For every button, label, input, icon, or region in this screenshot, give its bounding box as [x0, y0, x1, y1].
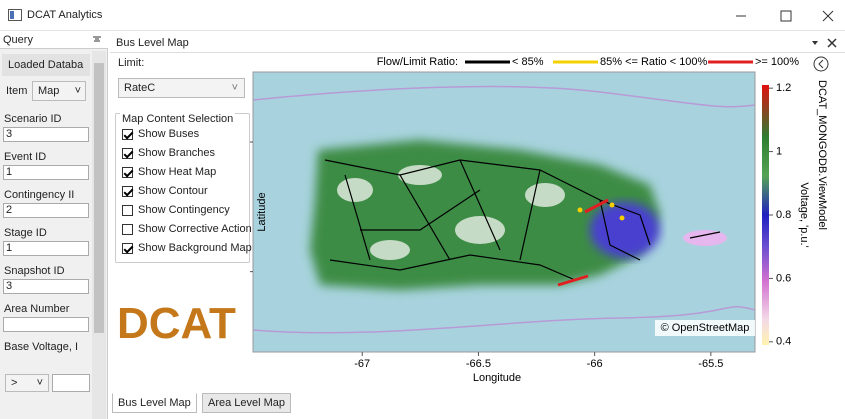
- option-label: Show Corrective Action: [138, 223, 252, 235]
- item-combo[interactable]: Map ˅: [32, 81, 86, 101]
- base-voltage-input[interactable]: [52, 374, 90, 392]
- checkbox-option[interactable]: Show Buses: [122, 128, 199, 142]
- map-chart: © OpenStreetMap DCAT_MONGODB.ViewModel V…: [250, 56, 829, 384]
- collapse-icon: [818, 59, 824, 69]
- field-value: 3: [6, 280, 13, 292]
- panel-header: Bus Level Map: [110, 31, 845, 53]
- legend-label: 85% <= Ratio < 100%: [600, 56, 708, 68]
- checkbox: [122, 205, 133, 216]
- title-bar: DCAT Analytics: [0, 0, 845, 31]
- field-input[interactable]: 1: [3, 241, 89, 256]
- query-panel: Query Loaded Databa Item Map ˅ > ˅ Scenari…: [0, 31, 108, 419]
- checkbox: [122, 186, 133, 197]
- side-label: DCAT_MONGODB.ViewModel: [816, 80, 828, 230]
- item-value: Map: [38, 85, 60, 97]
- buses: [577, 202, 625, 221]
- checkbox: [122, 243, 133, 254]
- tab[interactable]: Area Level Map: [202, 393, 292, 413]
- logo: DCAT: [117, 299, 236, 348]
- field-input[interactable]: 2: [3, 203, 89, 218]
- panel-title: Query: [3, 34, 33, 46]
- x-tick-label: -65.5: [698, 358, 723, 370]
- checkbox-option[interactable]: Show Contour: [122, 185, 208, 199]
- field-label: Area Number: [4, 303, 70, 315]
- colorbar-tick-label: 0.4: [776, 336, 791, 348]
- scrollbar[interactable]: [92, 51, 106, 419]
- field-label: Base Voltage, I: [4, 341, 78, 353]
- pin-icon[interactable]: [92, 35, 102, 45]
- x-tick-label: -66: [587, 358, 603, 370]
- attribution: © OpenStreetMap: [661, 322, 750, 334]
- field-input[interactable]: [3, 317, 89, 332]
- colorbar-tick-label: 0.8: [776, 209, 791, 221]
- legend-title: Flow/Limit Ratio:: [377, 56, 458, 68]
- colorbar-tick-label: 0.6: [776, 272, 791, 284]
- loaded-label: Loaded Databa: [2, 54, 90, 76]
- checkbox-option[interactable]: Show Heat Map: [122, 166, 216, 180]
- operator-combo[interactable]: > ˅: [5, 374, 49, 392]
- limit-combo[interactable]: RateC ˅: [118, 78, 245, 98]
- option-label: Show Contingency: [138, 204, 230, 216]
- low-voltage-area: [590, 202, 660, 258]
- colorbar-tick-label: 1: [776, 145, 782, 157]
- field-value: 3: [6, 128, 13, 140]
- group-title: Map Content Selection: [120, 113, 236, 125]
- checkbox-option[interactable]: Show Branches: [122, 147, 215, 161]
- collapse-button[interactable]: [813, 56, 829, 72]
- window-controls[interactable]: [730, 6, 840, 26]
- terrain-patches: [337, 165, 565, 260]
- operator-value: >: [11, 377, 18, 389]
- field-value: 1: [6, 242, 13, 254]
- field-value: 2: [6, 204, 13, 216]
- x-tick-label: -66.5: [466, 358, 491, 370]
- limit-value: RateC: [124, 82, 156, 94]
- panel-controls[interactable]: [810, 37, 840, 49]
- option-label: Show Contour: [138, 185, 208, 197]
- field-label: Contingency II: [4, 189, 75, 201]
- island-area: [683, 230, 727, 246]
- map-content-group: Map Content Selection Show Buses Show Bra…: [115, 113, 252, 263]
- limit-label: Limit:: [118, 57, 145, 69]
- field-label: Event ID: [4, 151, 47, 163]
- field-label: Scenario ID: [4, 113, 62, 125]
- item-label: Item: [6, 85, 28, 97]
- field-label: Snapshot ID: [4, 265, 65, 277]
- legend-label: < 85%: [512, 56, 544, 68]
- option-label: Show Buses: [138, 128, 200, 140]
- x-tick-label: -67: [354, 358, 370, 370]
- checkbox: [122, 224, 133, 235]
- checkbox-option[interactable]: Show Background Map: [122, 242, 252, 256]
- option-label: Show Background Map: [138, 242, 252, 254]
- branches: [324, 159, 721, 281]
- field-input[interactable]: 3: [3, 127, 89, 142]
- field-input[interactable]: 3: [3, 279, 89, 294]
- y-axis-label: Latitude: [256, 192, 268, 231]
- checkbox-option[interactable]: Show Contingency: [122, 204, 230, 218]
- legend-label: >= 100%: [755, 56, 799, 68]
- checkbox: [122, 129, 133, 140]
- x-axis-label: Longitude: [473, 372, 521, 384]
- tab[interactable]: Bus Level Map: [112, 393, 197, 413]
- field-value: 1: [6, 166, 13, 178]
- app-icon: [8, 9, 22, 21]
- window-title: DCAT Analytics: [27, 9, 103, 21]
- attribution-box: [655, 320, 755, 336]
- colorbar-label: Voltage, 'p.u.': [798, 182, 810, 247]
- option-label: Show Branches: [138, 147, 216, 159]
- checkbox: [122, 148, 133, 159]
- colorbar: [762, 85, 769, 345]
- plot-frame: [252, 71, 756, 353]
- overloaded-branches: [557, 198, 609, 287]
- colorbar-tick-label: 1.2: [776, 82, 791, 94]
- contour-lines: [252, 85, 756, 334]
- checkbox-option[interactable]: Show Corrective Action: [122, 223, 252, 237]
- option-label: Show Heat Map: [138, 166, 217, 178]
- panel-title: Bus Level Map: [116, 37, 189, 49]
- field-label: Stage ID: [4, 227, 47, 239]
- panel-header: Query: [0, 31, 108, 49]
- checkbox: [122, 167, 133, 178]
- field-input[interactable]: 1: [3, 165, 89, 180]
